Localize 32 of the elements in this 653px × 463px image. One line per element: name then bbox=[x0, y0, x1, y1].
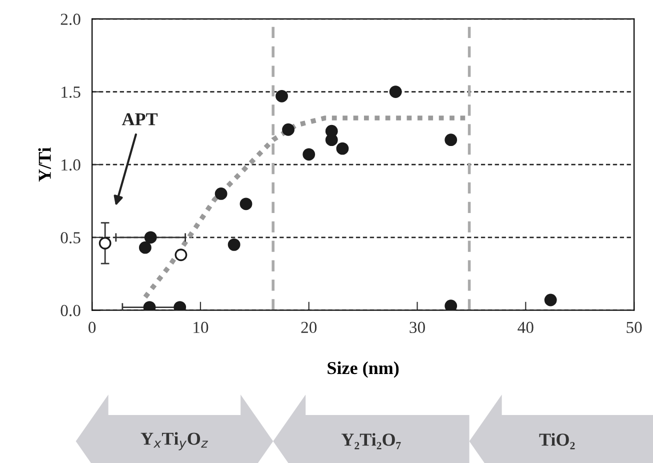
point bbox=[98, 237, 112, 250]
point bbox=[336, 142, 349, 155]
point bbox=[144, 231, 157, 244]
point bbox=[228, 238, 240, 251]
y-tick-label: 0.0 bbox=[60, 304, 80, 316]
point bbox=[240, 198, 252, 210]
y-tick-label: 2.0 bbox=[60, 14, 80, 26]
x-tick-label: 20 bbox=[301, 322, 317, 334]
x-tick-label: 50 bbox=[626, 322, 642, 334]
text: Y₂Ti₂O₇ bbox=[341, 433, 401, 450]
point bbox=[302, 148, 316, 161]
point bbox=[444, 300, 458, 310]
x-tick-label: 0 bbox=[88, 322, 96, 334]
x-tick-label: 10 bbox=[194, 322, 208, 334]
point bbox=[282, 123, 294, 136]
point bbox=[544, 294, 557, 306]
text: Y$_{x}$Ti$_{y}$O$_{z}$ bbox=[140, 432, 208, 450]
text: TiO₂ bbox=[539, 433, 575, 450]
point bbox=[138, 241, 152, 254]
point bbox=[444, 134, 458, 146]
point bbox=[174, 248, 188, 262]
x-tick-label: 40 bbox=[518, 322, 534, 334]
point bbox=[389, 86, 402, 98]
point bbox=[276, 90, 288, 102]
x-axis-title: Size (nm) bbox=[328, 361, 399, 378]
x-tick-label: 30 bbox=[410, 322, 425, 334]
y-axis-title: Y/Ti bbox=[38, 147, 51, 182]
y-tick-label: 1.0 bbox=[62, 159, 80, 171]
annotation: APT bbox=[122, 113, 158, 126]
y-tick-label: 1.5 bbox=[62, 86, 80, 98]
point bbox=[214, 188, 228, 200]
y-tick-label: 0.5 bbox=[60, 232, 80, 244]
